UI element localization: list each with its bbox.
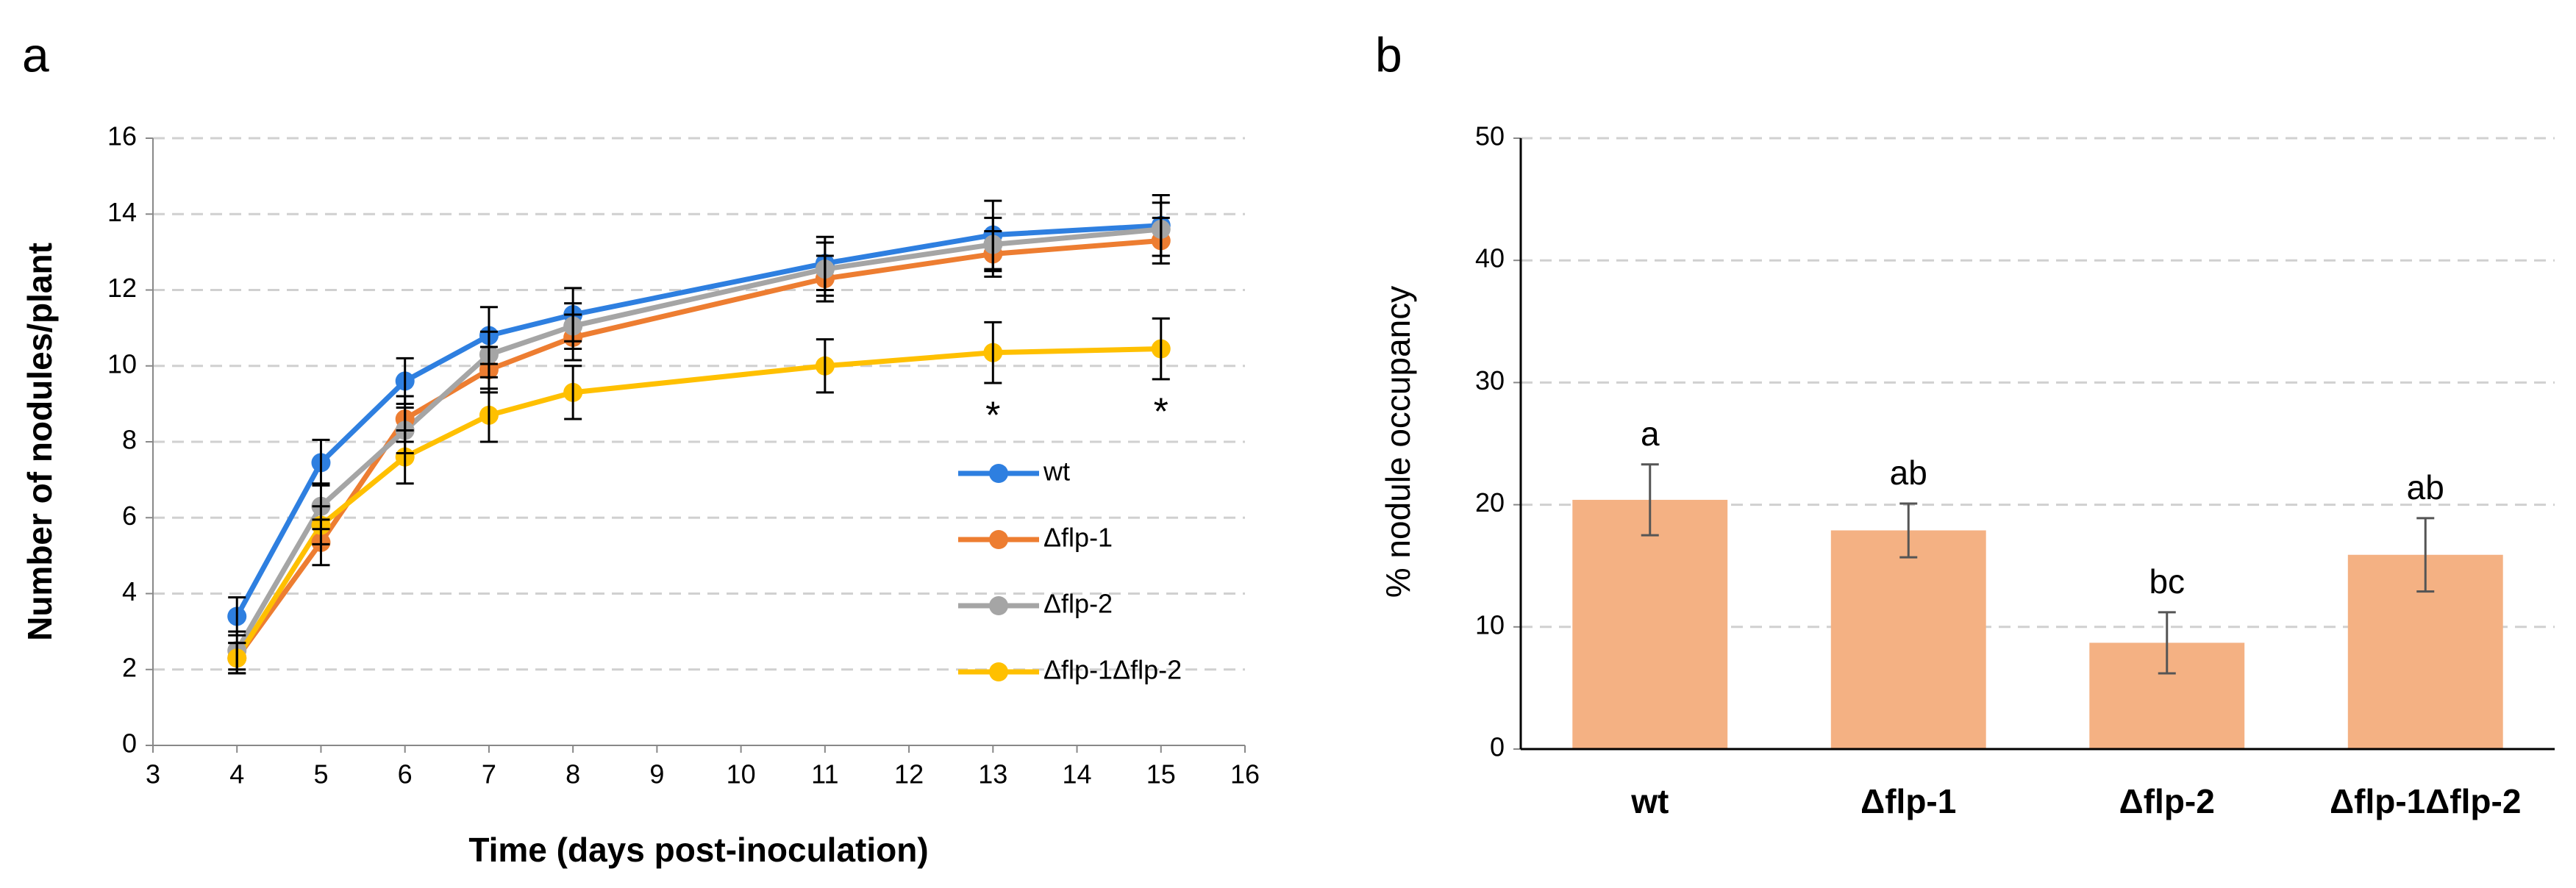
series-line — [235, 223, 1161, 618]
y-tick-label: 16 — [107, 121, 137, 151]
x-tick-label: Δflp-2 — [2119, 782, 2215, 820]
y-tick-label: 12 — [107, 273, 137, 303]
legend-label: Δflp-1 — [1043, 523, 1113, 553]
x-tick-label: 8 — [565, 759, 580, 789]
legend-marker — [989, 464, 1008, 483]
legend-label: Δflp-1Δflp-2 — [1043, 655, 1182, 685]
x-tick-label: Δflp-1Δflp-2 — [2330, 782, 2521, 820]
x-tick-label: 4 — [229, 759, 244, 789]
x-tick-label: 9 — [649, 759, 664, 789]
legend-label: wt — [1043, 456, 1070, 487]
x-tick-label: 10 — [727, 759, 756, 789]
y-tick-label: 8 — [122, 425, 137, 455]
bar — [1572, 499, 1728, 749]
y-tick-label: 0 — [122, 728, 137, 759]
legend-label: Δflp-2 — [1043, 589, 1113, 619]
y-tick-label: 10 — [107, 348, 137, 379]
y-tick-label: 4 — [122, 576, 137, 606]
legend-marker — [989, 596, 1008, 615]
x-tick-label: wt — [1630, 782, 1669, 820]
legend-marker — [989, 530, 1008, 549]
bar — [1830, 530, 1986, 749]
legend-marker — [989, 662, 1008, 681]
y-tick-label: 0 — [1490, 732, 1505, 762]
x-tick-label: 16 — [1230, 759, 1260, 789]
y-tick-label: 30 — [1475, 365, 1505, 395]
annotation: a — [1641, 415, 1660, 453]
x-tick-label: 6 — [398, 759, 413, 789]
x-tick-label: 14 — [1063, 759, 1092, 789]
y-tick-label: 2 — [122, 652, 137, 682]
y-tick-label: 20 — [1475, 487, 1505, 518]
y-tick-label: 6 — [122, 501, 137, 531]
x-tick-label: Δflp-1 — [1860, 782, 1956, 820]
series-line — [235, 226, 1162, 652]
annotation: * — [1154, 391, 1169, 434]
series-line — [235, 237, 1162, 660]
annotation: ab — [1890, 454, 1927, 492]
x-tick-label: 7 — [482, 759, 496, 789]
x-tick-label: 13 — [978, 759, 1007, 789]
panel-label: a — [22, 27, 49, 82]
y-tick-label: 40 — [1475, 243, 1505, 273]
x-tick-label: 11 — [811, 759, 838, 789]
series-line — [235, 346, 1161, 660]
y-tick-label: 10 — [1475, 609, 1505, 640]
x-tick-label: 5 — [313, 759, 328, 789]
x-tick-label: 3 — [146, 759, 160, 789]
annotation: * — [985, 395, 1000, 437]
y-axis-title: % nodule occupancy — [1379, 286, 1417, 598]
y-tick-label: 50 — [1475, 121, 1505, 151]
y-tick-label: 14 — [107, 197, 137, 227]
panel-label: b — [1375, 27, 1402, 82]
x-tick-label: 12 — [894, 759, 924, 789]
x-tick-label: 15 — [1146, 759, 1176, 789]
x-axis-title: Time (days post-inoculation) — [468, 831, 928, 869]
annotation: ab — [2407, 468, 2444, 506]
y-axis-title: Number of nodules/plant — [21, 243, 59, 641]
annotation: bc — [2149, 562, 2185, 601]
